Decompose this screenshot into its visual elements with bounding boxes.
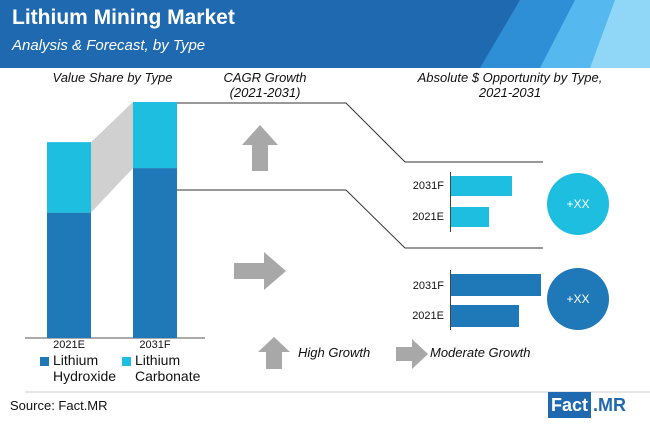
category-label-2031f: 2031F [139,339,171,351]
logo-part1: Fact [548,392,592,418]
legend-hydroxide-label: Lithium Hydroxide [53,352,117,384]
share-connector [91,102,133,213]
source-note: Source: Fact.MR [10,398,108,413]
opportunity-heading: Absolute $ Opportunity by Type, 2021-203… [417,70,603,100]
stack-bar-2021e-hydroxide [47,212,91,338]
legend-carbonate-label: Lithium Carbonate [135,352,201,384]
stack-bar-2031f-hydroxide [133,168,177,338]
stack-bar-2031f-carbonate [133,102,177,169]
up-arrow-icon [242,125,278,171]
factmr-logo: Fact .MR [548,392,628,418]
high-growth-label: High Growth [298,345,371,360]
logo-part2: .MR [593,395,627,415]
header-banner: Lithium Mining Market Analysis & Forecas… [0,0,650,68]
moderate-growth-arrow-icon [396,339,428,369]
cagr-heading: CAGR Growth (2021-2031) [223,70,307,100]
page-subtitle: Analysis & Forecast, by Type [12,37,206,54]
legend-hydroxide-swatch [40,357,49,366]
page-title: Lithium Mining Market [12,6,235,29]
legend-carbonate-swatch [122,357,131,366]
value-share-heading: Value Share by Type [52,70,173,85]
moderate-growth-label: Moderate Growth [430,345,531,360]
header-stripes [480,0,650,68]
stack-bar-2021e-carbonate [47,142,91,213]
right-arrow-icon [234,252,286,290]
category-label-2021e: 2021E [53,339,85,351]
high-growth-arrow-icon [258,337,290,369]
